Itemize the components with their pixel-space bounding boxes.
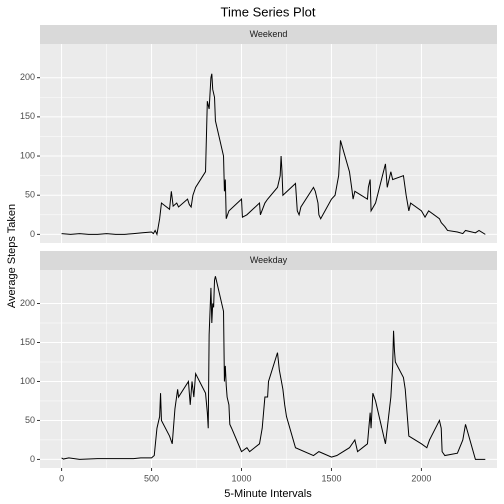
x-tick-label: 500	[144, 473, 159, 483]
y-tick-label: 100	[20, 150, 35, 160]
y-tick-label: 50	[25, 190, 35, 200]
strip-label: Weekend	[250, 29, 288, 39]
y-tick-label: 150	[20, 111, 35, 121]
panel	[40, 44, 497, 243]
x-tick-label: 1500	[321, 473, 341, 483]
y-tick-label: 0	[30, 454, 35, 464]
x-axis-label: 5-Minute Intervals	[224, 488, 312, 500]
chart-title: Time Series Plot	[221, 4, 316, 19]
strip	[40, 251, 497, 270]
panel	[40, 270, 497, 468]
line	[61, 73, 486, 237]
line	[61, 276, 486, 460]
x-tick-label: 2000	[411, 473, 431, 483]
y-tick-label: 50	[25, 415, 35, 425]
y-axis-label: Average Steps Taken	[6, 204, 18, 308]
y-tick-label: 150	[20, 337, 35, 347]
y-tick-label: 200	[20, 298, 35, 308]
strip-label: Weekday	[250, 255, 288, 265]
x-tick-label: 0	[59, 473, 64, 483]
x-tick-label: 1000	[231, 473, 251, 483]
y-tick-label: 100	[20, 376, 35, 386]
strip	[40, 25, 497, 44]
y-tick-label: 200	[20, 72, 35, 82]
y-tick-label: 0	[30, 229, 35, 239]
